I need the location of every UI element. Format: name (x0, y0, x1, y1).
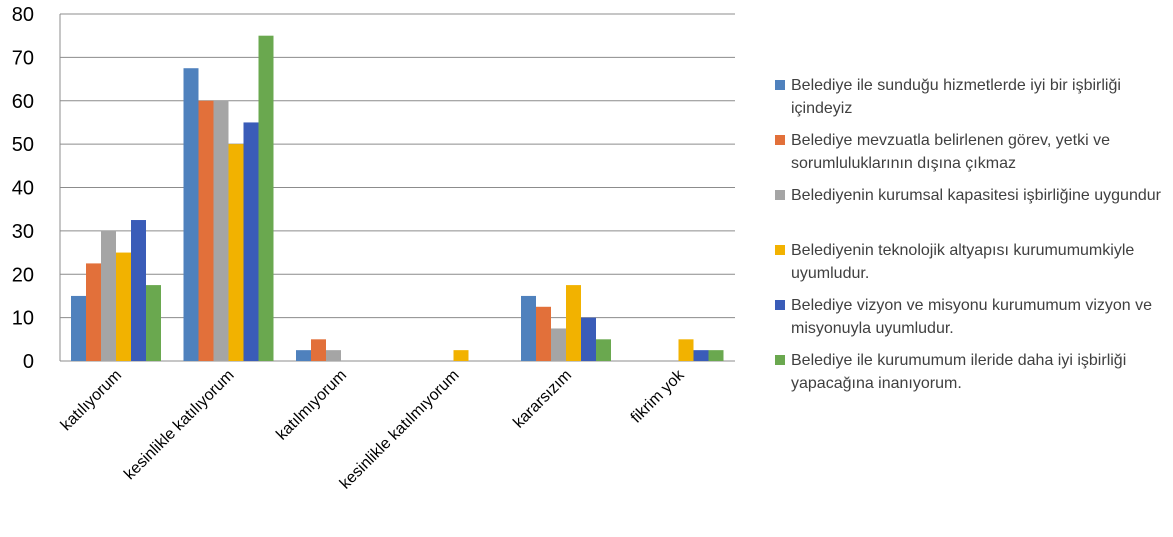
legend-swatch (775, 80, 785, 90)
legend-item: Belediye ile sunduğu hizmetlerde iyi bir… (775, 74, 1170, 129)
bar (116, 252, 131, 361)
legend-item: Belediyenin teknolojik altyapısı kurumum… (775, 239, 1170, 294)
y-tick-label: 40 (12, 178, 34, 200)
y-tick-label: 50 (12, 134, 34, 156)
legend-item: Belediye mevzuatla belirlenen görev, yet… (775, 129, 1170, 184)
y-tick-label: 60 (12, 91, 34, 113)
bar (258, 35, 274, 361)
x-tick-label: katılmıyorum (273, 367, 350, 444)
x-tick-label: kesinlikle katılmıyorum (337, 367, 463, 493)
legend-swatch (775, 355, 785, 365)
bar (326, 350, 341, 361)
bar (71, 295, 86, 361)
bar (101, 230, 116, 361)
y-tick-label: 70 (12, 47, 34, 69)
legend-label: Belediye mevzuatla belirlenen görev, yet… (791, 132, 1110, 172)
bar (596, 339, 611, 361)
y-tick-label: 80 (12, 4, 34, 26)
y-tick-label: 0 (23, 351, 34, 373)
legend-label: Belediye vizyon ve misyonu kurumumum viz… (791, 297, 1153, 337)
bar (198, 100, 214, 361)
x-tick-label: kesinlikle katılıyorum (121, 367, 237, 483)
legend-item: Belediye vizyon ve misyonu kurumumum viz… (775, 294, 1170, 349)
x-tick-label: kararsızım (510, 367, 575, 432)
legend-label: Belediyenin kurumsal kapasitesi işbirliğ… (791, 187, 1161, 204)
legend-label: Belediye ile sunduğu hizmetlerde iyi bir… (791, 77, 1121, 117)
bar (183, 68, 199, 361)
bar (131, 220, 146, 361)
y-tick-label: 10 (12, 308, 34, 330)
bar (536, 306, 551, 361)
bar (86, 263, 101, 361)
bar (146, 285, 161, 361)
bar (243, 122, 259, 361)
legend-item: Belediye ile kurumumum ileride daha iyi … (775, 349, 1170, 404)
legend-item: Belediyenin kurumsal kapasitesi işbirliğ… (775, 184, 1170, 239)
x-tick-label: fikrim yok (628, 366, 688, 426)
y-tick-label: 30 (12, 221, 34, 243)
legend-swatch (775, 245, 785, 255)
bar (296, 350, 311, 361)
bar (213, 100, 229, 361)
x-tick-label: katılıyorum (58, 367, 125, 434)
bar (311, 339, 326, 361)
chart-legend: Belediye ile sunduğu hizmetlerde iyi bir… (775, 74, 1170, 404)
legend-label: Belediye ile kurumumum ileride daha iyi … (791, 352, 1127, 392)
legend-swatch (775, 190, 785, 200)
bar (551, 328, 566, 361)
bar (453, 350, 469, 361)
bar (566, 285, 581, 361)
legend-label: Belediyenin teknolojik altyapısı kurumum… (791, 242, 1135, 282)
bar (678, 339, 694, 361)
bar (521, 295, 536, 361)
legend-swatch (775, 135, 785, 145)
bar (693, 350, 709, 361)
bar (228, 144, 244, 361)
bar (708, 350, 724, 361)
legend-swatch (775, 300, 785, 310)
bar (581, 317, 596, 361)
y-tick-label: 20 (12, 264, 34, 286)
